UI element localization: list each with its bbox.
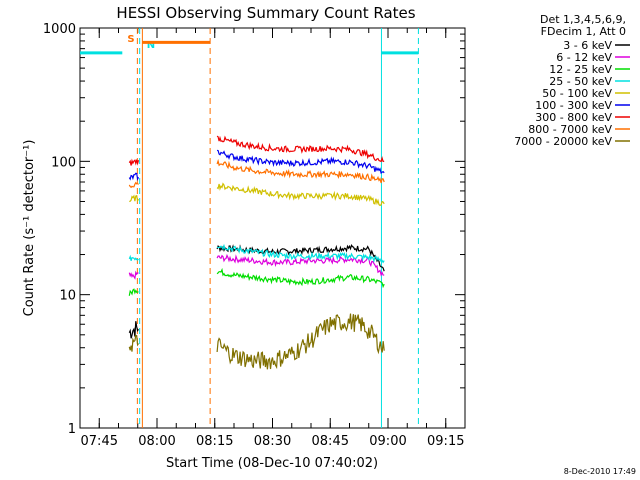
legend-label: 25 - 50 keV bbox=[549, 75, 612, 88]
series-line bbox=[216, 243, 385, 264]
x-tick-label: 08:45 bbox=[312, 434, 349, 449]
x-tick-label: 08:15 bbox=[196, 434, 233, 449]
x-tick-label: 08:00 bbox=[138, 434, 175, 449]
x-tick-label: 08:30 bbox=[254, 434, 291, 449]
series-line bbox=[216, 253, 385, 277]
x-tick-label: 07:45 bbox=[81, 434, 118, 449]
y-tick-label: 100 bbox=[51, 155, 76, 170]
series-line bbox=[128, 270, 139, 280]
series-line bbox=[128, 288, 139, 296]
legend-label: 6 - 12 keV bbox=[556, 51, 612, 64]
y-tick-label: 1 bbox=[68, 422, 76, 437]
annotation-label: N bbox=[147, 40, 155, 51]
legend-label: 100 - 300 keV bbox=[535, 99, 612, 112]
legend-header: Det 1,3,4,5,6,9, bbox=[540, 13, 626, 26]
annotation-label: S bbox=[127, 34, 134, 45]
legend-label: 300 - 800 keV bbox=[535, 111, 612, 124]
legend: Det 1,3,4,5,6,9,FDecim 1, Att 03 - 6 keV… bbox=[514, 13, 630, 148]
series-line bbox=[128, 181, 139, 189]
series-line bbox=[216, 135, 385, 163]
series-line bbox=[128, 321, 139, 339]
legend-label: 50 - 100 keV bbox=[542, 87, 612, 100]
legend-label: 7000 - 20000 keV bbox=[514, 135, 612, 148]
legend-header: FDecim 1, Att 0 bbox=[541, 25, 626, 38]
series-line bbox=[216, 267, 385, 289]
y-tick-label: 10 bbox=[59, 289, 76, 304]
y-tick-label: 1000 bbox=[43, 22, 76, 37]
series-line bbox=[129, 194, 140, 203]
legend-label: 800 - 7000 keV bbox=[528, 123, 612, 136]
series-line bbox=[216, 158, 385, 184]
series-line bbox=[128, 334, 139, 352]
chart-title: HESSI Observing Summary Count Rates bbox=[116, 4, 415, 22]
series-line bbox=[216, 243, 385, 272]
y-axis-label: Count Rate (s⁻¹ detector⁻¹) bbox=[22, 140, 37, 317]
x-axis-label: Start Time (08-Dec-10 07:40:02) bbox=[166, 456, 378, 471]
series-line bbox=[216, 149, 385, 175]
legend-label: 12 - 25 keV bbox=[549, 63, 612, 76]
legend-label: 3 - 6 keV bbox=[563, 39, 612, 52]
series-line bbox=[216, 182, 385, 207]
x-tick-label: 09:15 bbox=[427, 434, 464, 449]
footer-stamp: 8-Dec-2010 17:49 bbox=[564, 467, 636, 476]
series-line bbox=[128, 158, 140, 166]
series-line bbox=[128, 172, 140, 182]
series-line bbox=[216, 313, 385, 370]
series-line bbox=[128, 254, 139, 261]
x-tick-label: 09:00 bbox=[369, 434, 406, 449]
